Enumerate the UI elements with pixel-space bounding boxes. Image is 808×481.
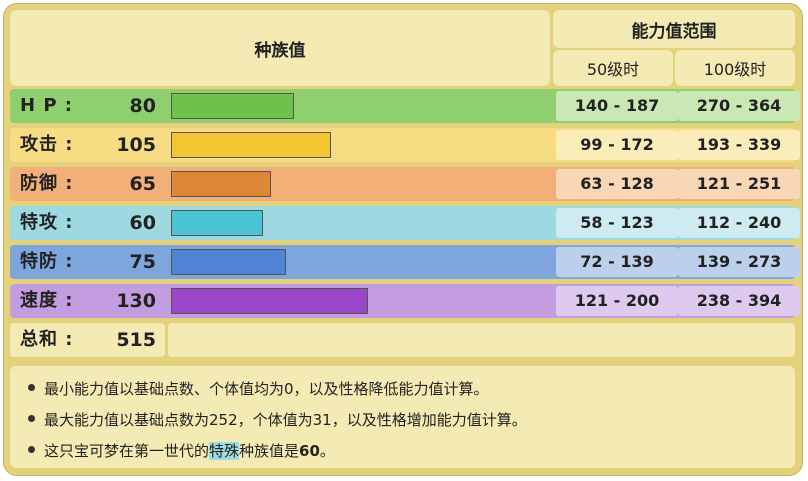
stat-bar-hp xyxy=(171,93,294,119)
total-empty-cell xyxy=(168,323,795,357)
stat-value-defense: 65 xyxy=(129,173,156,195)
stat-label-sp-defense: 特防 : xyxy=(20,251,74,272)
stat-row-hp: H P : 80 140 - 187 270 - 364 xyxy=(10,89,800,123)
note-gen1-special-link[interactable]: 特殊 xyxy=(209,442,240,460)
stat-range-lv50-attack: 99 - 172 xyxy=(556,130,678,160)
stat-bar-track-sp-defense xyxy=(168,247,553,277)
stat-bar-track-sp-attack xyxy=(168,208,553,238)
stat-bar-defense xyxy=(171,171,271,197)
note-gen1-post: 。 xyxy=(319,442,335,460)
stat-row-speed: 速度 : 130 121 - 200 238 - 394 xyxy=(10,284,800,318)
stat-range-header-label: 能力值范围 xyxy=(631,21,717,42)
stat-range-lv100-hp: 270 - 364 xyxy=(678,91,800,121)
stat-range-lv50-sp-defense: 72 - 139 xyxy=(556,247,678,277)
note-gen1-mid: 种族值是 xyxy=(239,442,300,460)
stat-range-header: 能力值范围 xyxy=(553,10,795,48)
stat-range-lv50-defense: 63 - 128 xyxy=(556,169,678,199)
lv50-header-label: 50级时 xyxy=(586,60,640,79)
note-max-stat-text: 最大能力值以基础点数为252，个体值为31，以及性格增加能力值计算。 xyxy=(44,411,527,429)
stat-range-lv100-speed: 238 - 394 xyxy=(678,286,800,316)
stat-row-total: 总和 : 515 xyxy=(10,323,795,357)
stat-row-attack: 攻击 : 105 99 - 172 193 - 339 xyxy=(10,128,800,162)
note-min-stat: 最小能力值以基础点数、个体值均为0，以及性格降低能力值计算。 xyxy=(28,378,489,399)
stat-range-lv100-sp-defense: 139 - 273 xyxy=(678,247,800,277)
stat-range-lv100-attack: 193 - 339 xyxy=(678,130,800,160)
stat-value-speed: 130 xyxy=(116,290,156,312)
base-stats-header: 种族值 xyxy=(10,10,550,86)
stat-label-attack: 攻击 : xyxy=(20,134,74,155)
stat-value-attack: 105 xyxy=(116,134,156,156)
stat-range-lv100-defense: 121 - 251 xyxy=(678,169,800,199)
lv100-header-label: 100级时 xyxy=(703,60,767,79)
stat-value-sp-attack: 60 xyxy=(129,212,156,234)
note-gen1-pre: 这只宝可梦在第一世代的 xyxy=(44,442,210,460)
stat-row-sp-defense: 特防 : 75 72 - 139 139 - 273 xyxy=(10,245,800,279)
stat-label-sp-attack: 特攻 : xyxy=(20,212,74,233)
stat-value-total: 515 xyxy=(116,329,156,351)
base-stats-card: 种族值 能力值范围 50级时 100级时 H P : 80 140 - 187 … xyxy=(3,3,803,476)
stat-bar-sp-defense xyxy=(171,249,286,275)
stat-label-defense: 防御 : xyxy=(20,173,74,194)
stat-label-total: 总和 : xyxy=(20,329,74,350)
stat-bar-sp-attack xyxy=(171,210,263,236)
stat-label-speed: 速度 : xyxy=(20,290,74,311)
notes-panel: 最小能力值以基础点数、个体值均为0，以及性格降低能力值计算。 最大能力值以基础点… xyxy=(10,366,795,468)
stat-range-lv50-sp-attack: 58 - 123 xyxy=(556,208,678,238)
stat-bar-attack xyxy=(171,132,331,158)
stat-bar-track-attack xyxy=(168,130,553,160)
stat-row-sp-attack: 特攻 : 60 58 - 123 112 - 240 xyxy=(10,206,800,240)
stat-range-lv100-sp-attack: 112 - 240 xyxy=(678,208,800,238)
stat-bar-track-hp xyxy=(168,91,553,121)
bullet-icon xyxy=(28,384,35,391)
stat-bar-track-defense xyxy=(168,169,553,199)
bullet-icon xyxy=(28,415,35,422)
stat-range-lv50-hp: 140 - 187 xyxy=(556,91,678,121)
stat-value-hp: 80 xyxy=(129,95,156,117)
base-stats-header-label: 种族值 xyxy=(254,40,306,61)
total-label-cell: 总和 : 515 xyxy=(10,323,165,357)
stat-bar-track-speed xyxy=(168,286,553,316)
stat-bar-speed xyxy=(171,288,368,314)
note-max-stat: 最大能力值以基础点数为252，个体值为31，以及性格增加能力值计算。 xyxy=(28,409,527,430)
bullet-icon xyxy=(28,446,35,453)
note-min-stat-text: 最小能力值以基础点数、个体值均为0，以及性格降低能力值计算。 xyxy=(44,380,489,398)
stat-label-hp: H P : xyxy=(20,95,73,116)
lv50-header: 50级时 xyxy=(553,50,673,86)
stat-row-defense: 防御 : 65 63 - 128 121 - 251 xyxy=(10,167,800,201)
note-gen1-value: 60 xyxy=(299,442,320,460)
lv100-header: 100级时 xyxy=(675,50,795,86)
stat-range-lv50-speed: 121 - 200 xyxy=(556,286,678,316)
stat-value-sp-defense: 75 xyxy=(129,251,156,273)
note-gen1-special: 这只宝可梦在第一世代的特殊种族值是60。 xyxy=(28,440,335,461)
